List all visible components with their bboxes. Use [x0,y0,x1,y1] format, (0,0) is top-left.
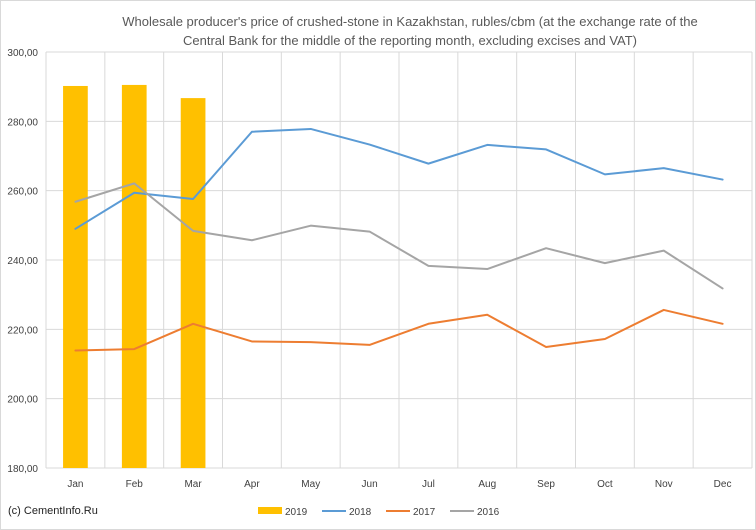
y-tick-label: 300,00 [7,48,38,59]
x-tick-label: Sep [537,479,555,490]
legend-label-2016: 2016 [477,507,500,518]
x-tick-label: May [301,479,320,490]
line-series-2017 [74,308,724,352]
y-tick-label: 240,00 [7,256,38,267]
grid [45,51,753,469]
bar-2019 [63,85,88,469]
legend-label-2019: 2019 [285,507,308,518]
y-tick-label: 200,00 [7,395,38,406]
x-axis-ticks: Jan Feb Mar Apr May Jun Jul Aug Sep Oct Nov Dec [67,479,731,490]
y-axis-ticks: 180,00 200,00 220,00 240,00 260,00 280,00 300,… [7,48,38,475]
x-tick-label: Mar [184,479,202,490]
x-tick-label: Jun [362,479,378,490]
x-tick-label: Feb [126,479,144,490]
legend: 2019 2018 2017 2016 [258,507,500,518]
legend-label-2017: 2017 [413,507,436,518]
line-series-2018 [74,127,724,230]
bar-2019 [121,84,147,468]
y-tick-label: 280,00 [7,117,38,128]
chart-title-line-2: Central Bank for the middle of the repor… [183,33,637,48]
y-tick-label: 260,00 [7,187,38,198]
y-tick-label: 220,00 [7,325,38,336]
y-tick-label: 180,00 [7,464,38,475]
bar-2019 [180,98,206,469]
line-series-2016 [74,182,724,290]
x-tick-label: Oct [597,479,613,490]
x-tick-label: Aug [478,479,496,490]
credit-text: (c) CementInfo.Ru [8,505,98,517]
line-series-layer [74,127,724,352]
legend-label-2018: 2018 [349,507,372,518]
x-tick-label: Jul [422,479,435,490]
legend-swatch-2019 [258,507,282,514]
x-tick-label: Apr [244,479,260,490]
x-tick-label: Nov [655,479,673,490]
chart-title-line-1: Wholesale producer's price of crushed-st… [122,14,698,29]
bar-series-layer [63,84,206,469]
x-tick-label: Jan [67,479,83,490]
x-tick-label: Dec [714,479,732,490]
